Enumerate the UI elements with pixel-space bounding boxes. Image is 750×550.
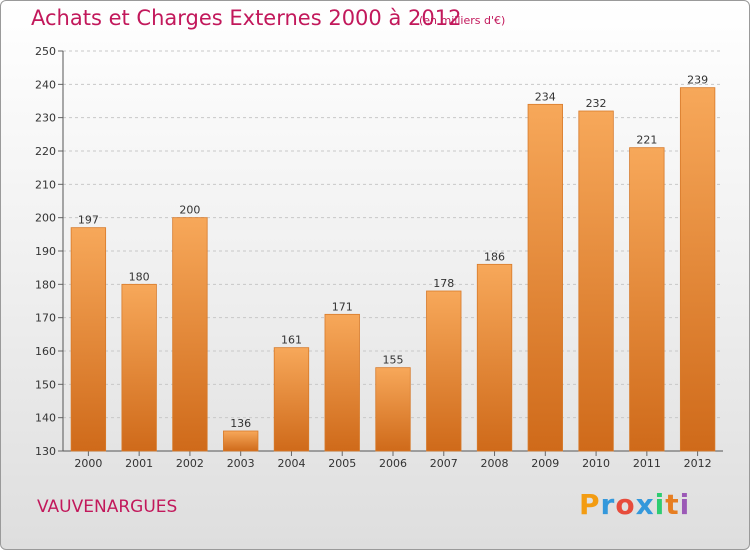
bar-2011[interactable]: [629, 147, 665, 452]
data-labels: 197 180 200 136 161 171 155 178 186 234 232 221 239: [78, 74, 708, 430]
bar-2001[interactable]: [121, 283, 157, 452]
data-label-2000: 197: [78, 214, 99, 227]
y-tick-label: 190: [35, 245, 56, 258]
bar-2009[interactable]: [527, 103, 563, 452]
logo-letter: P: [579, 488, 601, 521]
y-tick-label: 240: [35, 78, 56, 91]
data-label-2001: 180: [129, 270, 150, 283]
data-label-2002: 200: [179, 204, 200, 217]
y-tick-label: 170: [35, 312, 56, 325]
chart-subtitle: (en milliers d'€): [419, 14, 506, 27]
bar-2007[interactable]: [426, 290, 462, 452]
y-tick-label: 130: [35, 445, 56, 458]
x-tick-label: 2002: [176, 457, 204, 470]
x-tick-label: 2004: [277, 457, 305, 470]
y-tick-label: 150: [35, 378, 56, 391]
x-tick-label: 2006: [379, 457, 407, 470]
logo-letter: i: [679, 488, 691, 521]
data-label-2008: 186: [484, 250, 505, 263]
y-tick-label: 230: [35, 112, 56, 125]
bars: [70, 87, 716, 452]
bar-2006[interactable]: [375, 367, 411, 452]
bar-2002[interactable]: [172, 217, 208, 452]
logo-letter: o: [615, 488, 636, 521]
x-tick-label: 2011: [633, 457, 661, 470]
y-tick-label: 220: [35, 145, 56, 158]
data-label-2010: 232: [586, 97, 607, 110]
chart-title: Achats et Charges Externes 2000 à 2012: [31, 6, 462, 30]
data-label-2003: 136: [230, 417, 251, 430]
x-tick-label: 2008: [481, 457, 509, 470]
y-tick-label: 180: [35, 278, 56, 291]
x-tick-label: 2001: [125, 457, 153, 470]
logo-letter: r: [600, 488, 616, 521]
bar-2005[interactable]: [324, 313, 360, 452]
x-tick-label: 2007: [430, 457, 458, 470]
commune-name: VAUVENARGUES: [37, 497, 178, 517]
y-tick-label: 250: [35, 45, 56, 58]
bar-2004[interactable]: [273, 347, 310, 452]
logo-letter: t: [665, 488, 680, 521]
x-tick-label: 2010: [582, 457, 610, 470]
data-label-2007: 178: [433, 277, 454, 290]
logo-letter: i: [654, 488, 666, 521]
x-tick-label: 2012: [684, 457, 712, 470]
bar-2008[interactable]: [476, 263, 513, 452]
bar-2012[interactable]: [679, 87, 716, 452]
data-label-2004: 161: [281, 334, 302, 347]
bar-2010[interactable]: [578, 110, 614, 452]
logo-letter: x: [635, 488, 655, 521]
y-tick-label: 200: [35, 212, 56, 225]
x-tick-label: 2005: [328, 457, 356, 470]
bar-2000[interactable]: [70, 227, 107, 452]
bar-2003[interactable]: [223, 430, 259, 452]
data-label-2006: 155: [383, 354, 404, 367]
x-tick-label: 2003: [227, 457, 255, 470]
axes: 130 140 150 160 170 180 190 200 210 220 230 240 250 2…: [35, 45, 723, 470]
data-label-2012: 239: [687, 74, 708, 87]
data-label-2009: 234: [535, 90, 556, 103]
data-label-2011: 221: [636, 134, 657, 147]
proxiti-logo[interactable]: Proxiti: [579, 488, 690, 521]
data-label-2005: 171: [332, 300, 353, 313]
x-tick-label: 2009: [531, 457, 559, 470]
y-tick-label: 140: [35, 412, 56, 425]
x-tick-label: 2000: [74, 457, 102, 470]
y-tick-label: 210: [35, 178, 56, 191]
y-tick-label: 160: [35, 345, 56, 358]
